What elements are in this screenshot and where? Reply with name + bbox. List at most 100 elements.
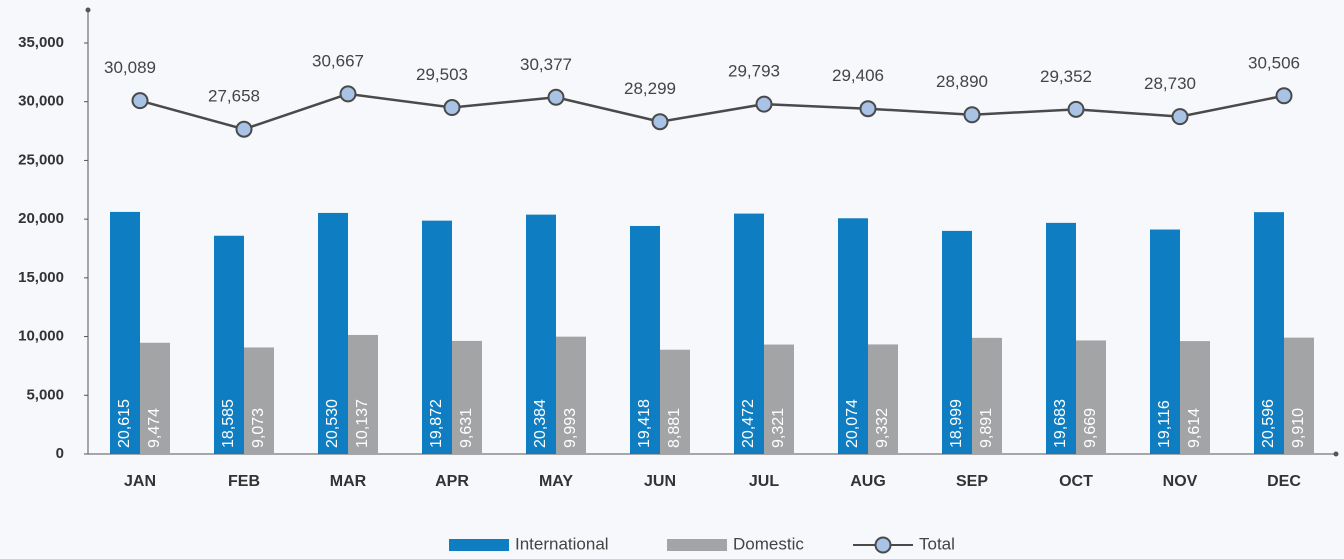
axis-end (85, 7, 91, 13)
bar (660, 349, 690, 454)
bar-value-label: 9,321 (770, 408, 787, 448)
legend-label: Domestic (733, 534, 804, 553)
legend-label: Total (919, 534, 955, 553)
bar-value-label: 20,530 (324, 399, 341, 448)
bar-value-label: 20,384 (532, 399, 549, 448)
line-value-label: 29,503 (416, 65, 468, 84)
bar (734, 213, 764, 454)
x-tick-label: FEB (228, 473, 260, 490)
bar (556, 336, 586, 454)
bar-value-label: 8,881 (666, 408, 683, 448)
line-marker (1275, 87, 1293, 105)
line-value-label: 28,730 (1144, 74, 1196, 93)
y-tick-label: 0 (56, 445, 64, 462)
bar-value-label: 20,615 (116, 399, 133, 448)
y-tick-label: 20,000 (18, 210, 64, 227)
bar-value-label: 9,910 (1290, 408, 1307, 448)
bar (422, 220, 452, 454)
x-tick-label: JUL (749, 473, 779, 490)
legend-swatch (449, 539, 509, 551)
bar-value-label: 9,332 (874, 408, 891, 448)
line-value-label: 28,890 (936, 72, 988, 91)
bar-value-label: 10,137 (354, 399, 371, 448)
bar-value-label: 9,474 (146, 408, 163, 448)
line-value-label: 29,406 (832, 66, 884, 85)
legend-swatch (874, 536, 892, 554)
bar (1046, 222, 1076, 454)
bar-value-label: 9,891 (978, 408, 995, 448)
x-tick-label: JAN (124, 473, 156, 490)
bar-value-label: 19,418 (636, 399, 653, 448)
line-marker (443, 99, 461, 117)
bar (1180, 341, 1210, 454)
y-tick-label: 35,000 (18, 34, 64, 51)
bar-value-label: 9,614 (1186, 408, 1203, 448)
y-tick-label: 5,000 (26, 386, 64, 403)
bar (764, 344, 794, 454)
bar-value-label: 9,669 (1082, 408, 1099, 448)
line-marker (547, 88, 565, 106)
line-value-label: 30,667 (312, 51, 364, 70)
line-marker (859, 100, 877, 118)
x-tick-label: JUN (644, 473, 676, 490)
line-marker (339, 85, 357, 103)
bar (348, 334, 378, 454)
bar (140, 342, 170, 454)
line-value-label: 29,793 (728, 62, 780, 81)
bar-value-label: 9,073 (250, 408, 267, 448)
line-marker (963, 106, 981, 124)
bar (942, 230, 972, 454)
bar (214, 235, 244, 454)
bar (1254, 212, 1284, 454)
bar-value-label: 20,596 (1260, 399, 1277, 448)
bar-value-label: 18,999 (948, 399, 965, 448)
x-tick-label: MAR (330, 473, 367, 490)
bar (244, 347, 274, 454)
line-value-label: 30,089 (104, 58, 156, 77)
x-tick-label: AUG (850, 473, 886, 490)
line-marker (651, 113, 669, 131)
x-tick-label: OCT (1059, 473, 1093, 490)
y-tick-label: 15,000 (18, 269, 64, 286)
y-tick-label: 10,000 (18, 328, 64, 345)
x-tick-label: APR (435, 473, 469, 490)
y-tick-label: 25,000 (18, 151, 64, 168)
bar (838, 218, 868, 454)
bar-value-label: 20,074 (844, 399, 861, 448)
bar (526, 214, 556, 454)
line-marker (1067, 100, 1085, 118)
bar (1150, 229, 1180, 454)
bar-value-label: 9,993 (562, 408, 579, 448)
bar-value-label: 19,116 (1156, 400, 1173, 448)
line (139, 92, 1285, 131)
bar (1284, 337, 1314, 454)
y-tick-label: 30,000 (18, 93, 64, 110)
bar (1076, 340, 1106, 454)
bar (110, 211, 140, 454)
x-tick-label: SEP (956, 473, 988, 490)
bar (868, 344, 898, 454)
axis-end (1333, 451, 1339, 457)
x-tick-label: NOV (1163, 473, 1198, 490)
line-value-label: 27,658 (208, 87, 260, 106)
bar (452, 340, 482, 454)
line-marker (755, 95, 773, 113)
x-tick-label: MAY (539, 473, 573, 490)
bar (630, 225, 660, 454)
line-value-label: 28,299 (624, 79, 676, 98)
line-marker (1171, 108, 1189, 126)
line-value-label: 29,352 (1040, 67, 1092, 86)
bar-value-label: 19,683 (1052, 399, 1069, 448)
bar (972, 337, 1002, 454)
bar-value-label: 18,585 (220, 399, 237, 448)
line-value-label: 30,377 (520, 55, 572, 74)
bar-value-label: 19,872 (428, 399, 445, 448)
bar (318, 212, 348, 454)
bar-value-label: 9,631 (458, 408, 475, 448)
x-tick-label: DEC (1267, 473, 1301, 490)
line-marker (131, 92, 149, 110)
bar-value-label: 20,472 (740, 399, 757, 448)
line-marker (235, 120, 253, 138)
line-value-label: 30,506 (1248, 53, 1300, 72)
